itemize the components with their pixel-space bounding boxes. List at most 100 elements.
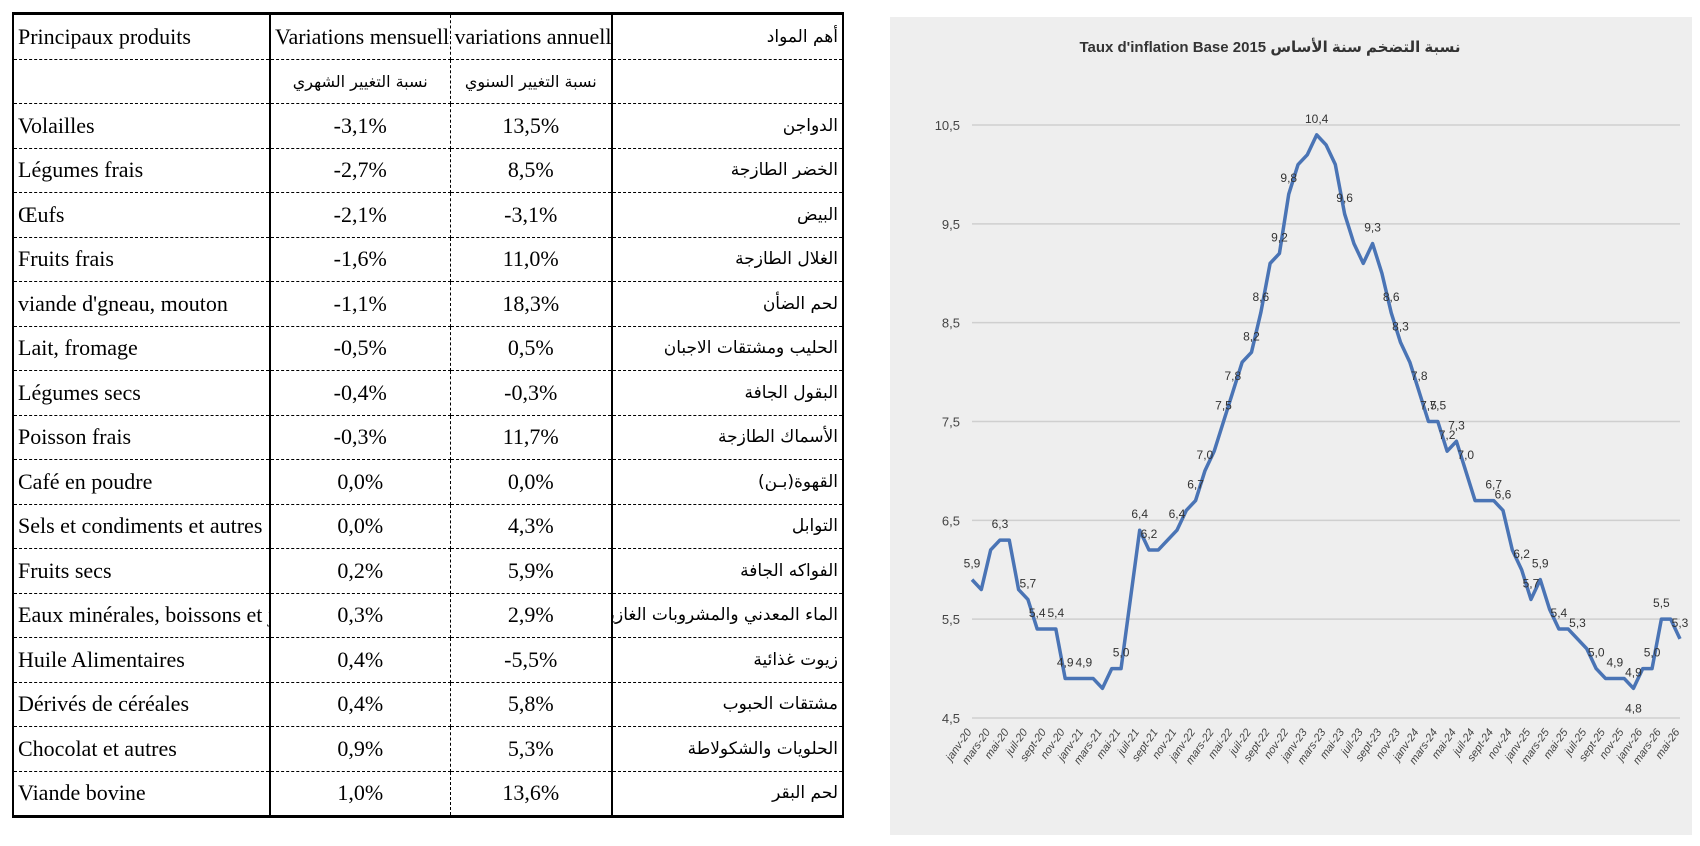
table-row: Légumes frais -2,7% 8,5% الخضر الطازجة — [12, 148, 844, 193]
subheader-monthly-ar: نسبة التغيير الشهري — [269, 59, 451, 104]
data-label: 7,8 — [1411, 369, 1428, 383]
annual-variation: 13,5% — [449, 103, 613, 149]
monthly-variation: -0,4% — [269, 370, 451, 416]
product-name-fr: Œufs — [12, 192, 271, 238]
data-label: 5,4 — [1029, 606, 1046, 620]
y-tick-label: 9,5 — [942, 217, 960, 232]
product-name-fr: Légumes secs — [12, 370, 271, 416]
data-label: 7,3 — [1448, 418, 1465, 432]
chart-gridlines — [972, 124, 1680, 719]
product-name-ar: الحلويات والشكولاطة — [611, 726, 844, 772]
annual-variation: 13,6% — [449, 771, 613, 818]
data-label: 6,4 — [1131, 507, 1148, 521]
table-row: Poisson frais -0,3% 11,7% الأسماك الطازجة — [12, 415, 844, 460]
table-row: Eaux minérales, boissons et jus 0,3% 2,9% ا… — [12, 593, 844, 638]
data-label: 7,0 — [1457, 448, 1474, 462]
data-label: 5,0 — [1588, 646, 1605, 660]
chart-data-labels: 5,96,35,75,4 5,44,9 4,95,06,46,26,46,77,07… — [964, 112, 1689, 715]
annual-variation: 0,0% — [449, 459, 613, 505]
table-row: Chocolat et autres 0,9% 5,3% الحلويات والشك… — [12, 726, 844, 772]
product-name-ar: لحم البقر — [611, 771, 844, 818]
table-row: Huile Alimentaires 0,4% -5,5% زيوت غذائية — [12, 637, 844, 683]
chart-title: Taux d'inflation Base 2015 نسبة التضخم س… — [1079, 38, 1460, 56]
table-row: Dérivés de céréales 0,4% 5,8% مشتقات الحبوب — [12, 682, 844, 727]
product-name-fr: viande d'gneau, mouton — [12, 281, 271, 327]
product-name-fr: Chocolat et autres — [12, 726, 271, 772]
product-name-ar: الفواكه الجافة — [611, 548, 844, 594]
data-label: 5,0 — [1113, 646, 1130, 660]
monthly-variation: 0,2% — [269, 548, 451, 594]
subheader-empty — [12, 59, 271, 104]
data-label: 4,9 — [1075, 655, 1092, 669]
annual-variation: 5,9% — [449, 548, 613, 594]
data-label: 5,7 — [1523, 576, 1540, 590]
annual-variation: 0,5% — [449, 326, 613, 371]
annual-variation: 2,9% — [449, 593, 613, 638]
product-name-ar: التوابل — [611, 504, 844, 549]
data-label: 9,6 — [1336, 191, 1353, 205]
product-name-fr: Café en poudre — [12, 459, 271, 505]
product-name-ar: الخضر الطازجة — [611, 148, 844, 193]
annual-variation: 8,5% — [449, 148, 613, 193]
data-label: 7,8 — [1224, 369, 1241, 383]
table-row: Lait, fromage -0,5% 0,5% الحليب ومشتقات الا… — [12, 326, 844, 371]
table-header-row: Principaux produits Variations mensuelle… — [12, 12, 844, 60]
data-label: 7,5 — [1429, 399, 1446, 413]
product-name-ar: الحليب ومشتقات الاجبان — [611, 326, 844, 371]
data-label: 9,8 — [1280, 171, 1297, 185]
monthly-variation: 0,4% — [269, 637, 451, 683]
product-name-ar: البيض — [611, 192, 844, 238]
product-name-ar: زيوت غذائية — [611, 637, 844, 683]
y-tick-label: 6,5 — [942, 513, 960, 528]
annual-variation: 11,0% — [449, 237, 613, 282]
chart-series — [970, 133, 1682, 691]
y-tick-label: 5,5 — [942, 612, 960, 627]
product-name-ar: مشتقات الحبوب — [611, 682, 844, 727]
monthly-variation: -2,7% — [269, 148, 451, 193]
product-name-ar: البقول الجافة — [611, 370, 844, 416]
data-label: 4,8 — [1625, 701, 1642, 715]
product-name-fr: Sels et condiments et autres — [12, 504, 271, 549]
chart-y-axis: 4,5 5,5 6,5 7,5 8,5 9,5 10,5 — [935, 118, 960, 726]
data-label: 8,3 — [1392, 319, 1409, 333]
annual-variation: -3,1% — [449, 192, 613, 238]
data-label: 4,9 — [1606, 655, 1623, 669]
monthly-variation: -0,5% — [269, 326, 451, 371]
data-label: 5,9 — [964, 557, 981, 571]
subheader-annual-ar: نسبة التغيير السنوي — [449, 59, 613, 104]
annual-variation: 5,3% — [449, 726, 613, 772]
data-label: 4,9 — [1057, 655, 1074, 669]
inflation-chart: Taux d'inflation Base 2015 نسبة التضخم س… — [935, 38, 1689, 767]
inflation-series-line — [970, 133, 1682, 691]
inflation-chart-panel: Taux d'inflation Base 2015 نسبة التضخم س… — [890, 17, 1692, 835]
monthly-variation: -1,1% — [269, 281, 451, 327]
product-name-ar: الأسماك الطازجة — [611, 415, 844, 460]
data-label: 6,3 — [992, 517, 1009, 531]
data-label: 6,7 — [1485, 478, 1502, 492]
data-label: 5,5 — [1653, 596, 1670, 610]
product-name-fr: Lait, fromage — [12, 326, 271, 371]
product-name-fr: Volailles — [12, 103, 271, 149]
product-name-fr: Légumes frais — [12, 148, 271, 193]
table-row: Fruits secs 0,2% 5,9% الفواكه الجافة — [12, 548, 844, 594]
product-name-fr: Poisson frais — [12, 415, 271, 460]
monthly-variation: 0,0% — [269, 459, 451, 505]
product-name-ar: الدواجن — [611, 103, 844, 149]
table-row: Fruits frais -1,6% 11,0% الغلال الطازجة — [12, 237, 844, 282]
data-label: 5,7 — [1020, 576, 1037, 590]
data-label: 10,4 — [1305, 112, 1329, 126]
y-tick-label: 10,5 — [935, 118, 960, 133]
annual-variation: -0,3% — [449, 370, 613, 416]
header-annual: variations annuelles — [449, 12, 613, 60]
table-row: viande d'gneau, mouton -1,1% 18,3% لحم الضأ… — [12, 281, 844, 327]
data-label: 7,2 — [1439, 428, 1456, 442]
header-products-ar: أهم المواد — [611, 12, 844, 60]
product-name-fr: Dérivés de céréales — [12, 682, 271, 727]
data-label: 8,2 — [1243, 329, 1260, 343]
monthly-variation: -2,1% — [269, 192, 451, 238]
data-label: 5,9 — [1532, 557, 1549, 571]
data-label: 8,6 — [1383, 290, 1400, 304]
monthly-variation: 0,4% — [269, 682, 451, 727]
product-name-fr: Huile Alimentaires — [12, 637, 271, 683]
data-label: 6,7 — [1187, 478, 1204, 492]
